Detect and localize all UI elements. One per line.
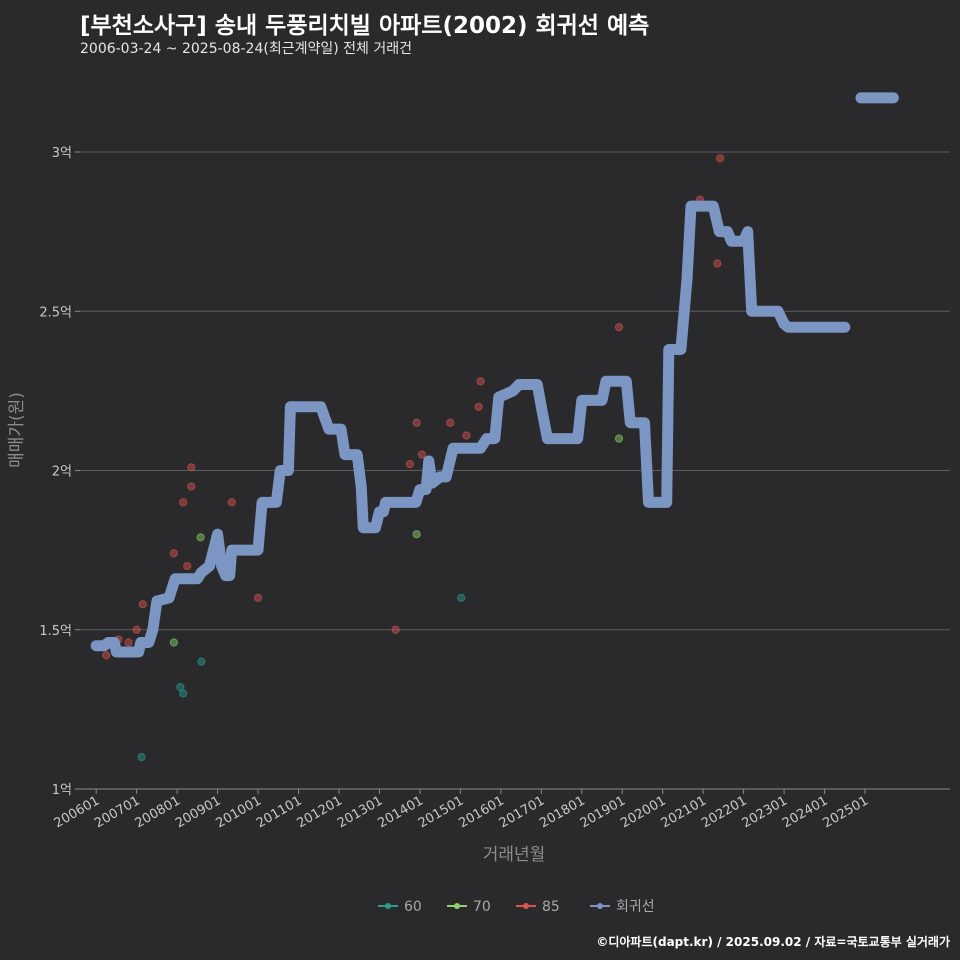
data-point-85 xyxy=(446,418,455,427)
legend-marker xyxy=(597,903,603,909)
data-point-85 xyxy=(713,259,722,268)
x-tick-label: 202301 xyxy=(740,793,790,831)
legend-label: 회귀선 xyxy=(616,899,655,915)
data-point-85 xyxy=(179,498,188,507)
x-tick-label: 202501 xyxy=(821,793,871,831)
data-point-70 xyxy=(614,434,624,443)
x-tick-label: 201201 xyxy=(294,793,344,831)
y-tick-labels: 1억 1.5억 2억 2.5억 3억 xyxy=(39,146,72,798)
x-tick-label: 201101 xyxy=(254,793,304,831)
data-point-60 xyxy=(457,593,466,603)
data-point-85 xyxy=(132,625,141,634)
x-tick-label: 202201 xyxy=(699,793,749,831)
y-tick-label: 1억 xyxy=(52,783,72,798)
data-point-85 xyxy=(405,460,414,469)
data-point-85 xyxy=(138,600,147,609)
data-point-70 xyxy=(196,533,205,542)
footer-credit: ©디아파트(dapt.kr) / 2025.09.02 / 자료=국토교통부 실… xyxy=(596,935,950,949)
data-point-60 xyxy=(137,753,146,762)
x-tick-label: 200901 xyxy=(173,793,223,831)
data-point-85 xyxy=(124,638,133,647)
x-tick-label: 200701 xyxy=(92,793,142,831)
y-axis-label: 매매가(원) xyxy=(7,392,27,468)
x-tick-label: 201601 xyxy=(456,793,506,831)
data-point-85 xyxy=(716,154,725,163)
data-point-85 xyxy=(187,482,196,491)
x-tick-label: 201801 xyxy=(537,793,587,831)
data-point-85 xyxy=(391,625,400,634)
data-point-70 xyxy=(412,530,421,539)
y-tick-label: 3억 xyxy=(52,146,72,161)
legend: 60 70 85 회귀선 xyxy=(378,899,655,915)
data-point-70 xyxy=(169,638,178,647)
data-point-85 xyxy=(183,561,192,571)
x-tick-label: 202101 xyxy=(659,793,709,831)
data-point-85 xyxy=(102,651,111,660)
x-tick-label: 202001 xyxy=(618,793,668,831)
y-tick-label: 2억 xyxy=(52,465,72,480)
data-point-60 xyxy=(179,689,188,698)
legend-label: 85 xyxy=(542,899,560,915)
data-point-85 xyxy=(476,377,485,386)
x-tick-label: 200601 xyxy=(52,793,102,831)
x-axis-label: 거래년월 xyxy=(483,845,546,865)
data-point-60 xyxy=(197,657,206,666)
regression-path xyxy=(90,200,851,658)
chart-subtitle: 2006-03-24 ~ 2025-08-24(최근계약일) 전체 거래건 xyxy=(80,41,412,57)
data-point-85 xyxy=(169,549,178,558)
x-tick-label: 201501 xyxy=(416,793,466,831)
x-tick-label: 200801 xyxy=(133,793,183,831)
scatter-points xyxy=(102,154,725,762)
chart-title: [부천소사구] 송내 두풍리치빌 아파트(2002) 회귀선 예측 xyxy=(80,13,650,39)
x-tick-label: 201001 xyxy=(214,793,264,831)
legend-marker xyxy=(523,903,529,909)
x-tick-label: 201301 xyxy=(335,793,385,831)
legend-marker xyxy=(385,903,391,909)
legend-marker xyxy=(454,903,460,909)
data-point-85 xyxy=(187,463,196,472)
data-point-85 xyxy=(474,402,483,411)
legend-label: 60 xyxy=(404,899,422,915)
regression-line xyxy=(90,92,899,658)
data-point-85 xyxy=(253,593,263,603)
data-point-85 xyxy=(614,323,624,332)
x-tick-label: 201901 xyxy=(578,793,628,831)
x-tick-label: 201701 xyxy=(497,793,547,831)
y-tick-label: 1.5억 xyxy=(39,624,72,639)
x-tick-label: 202401 xyxy=(780,793,830,831)
legend-label: 70 xyxy=(473,899,491,915)
axes xyxy=(75,151,950,794)
x-tick-label: 201401 xyxy=(375,793,425,831)
data-point-85 xyxy=(417,450,427,459)
y-tick-label: 2.5억 xyxy=(39,305,72,320)
data-point-85 xyxy=(412,418,421,427)
data-point-85 xyxy=(227,498,236,507)
data-point-85 xyxy=(462,431,471,440)
gridlines xyxy=(80,151,950,631)
x-tick-labels: 2006012007012008012009012010012011012012… xyxy=(52,793,871,831)
